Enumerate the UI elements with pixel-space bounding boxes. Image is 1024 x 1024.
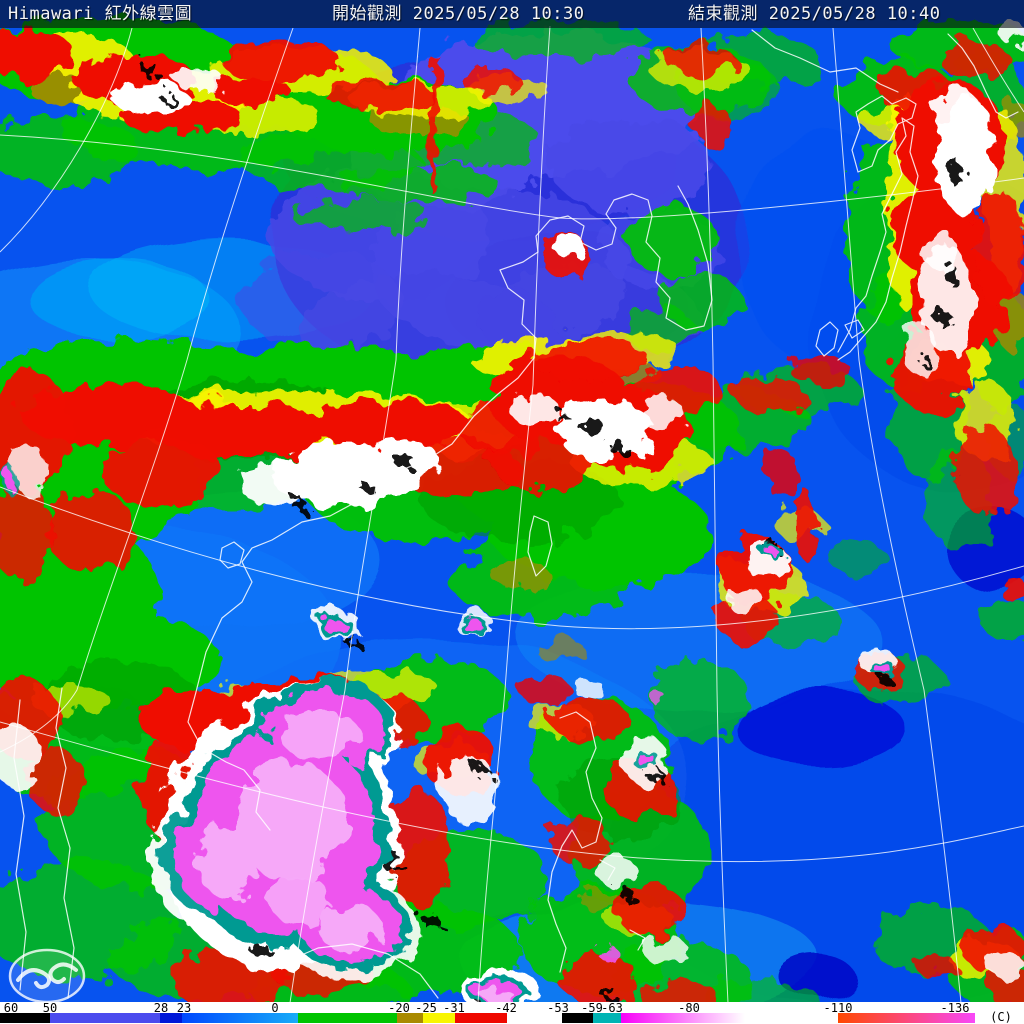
colorbar-tick: 28	[153, 1001, 169, 1015]
meridian-line	[700, 27, 729, 1004]
cloud-magenta-layer	[5, 470, 890, 1004]
colorbar-tick: -25	[415, 1001, 437, 1015]
colorbar-gradient	[0, 1013, 1024, 1023]
meridian-line	[0, 27, 133, 253]
observation-end-time: 結束觀測 2025/05/28 10:40	[688, 4, 941, 24]
colorbar-tick: -31	[443, 1001, 465, 1015]
colorbar-tick: -63	[601, 1001, 623, 1015]
colorbar-unit: (C)	[990, 1010, 1012, 1024]
parallel-line	[0, 486, 1024, 630]
colorbar-tick: -110	[823, 1001, 853, 1015]
observation-start-time: 開始觀測 2025/05/28 10:30	[332, 4, 585, 24]
header-bar: Himawari 紅外線雲圖 開始觀測 2025/05/28 10:30 結束觀…	[0, 0, 1024, 28]
image-title: Himawari 紅外線雲圖	[8, 4, 193, 24]
meridian-line	[832, 27, 962, 1004]
meridian-line	[289, 27, 421, 1004]
colorbar-tick: -53	[547, 1001, 569, 1015]
colorbar-tick: -20	[388, 1001, 410, 1015]
weather-bureau-swirl-logo	[8, 948, 86, 1004]
colorbar-tick: -59	[581, 1001, 603, 1015]
meridian-line	[477, 25, 551, 1004]
parallel-line	[0, 134, 1024, 220]
colorbar-tick: 0	[271, 1001, 279, 1015]
meridian-line	[0, 27, 294, 753]
colorbar-tick: 60	[3, 1001, 19, 1015]
colorbar-tick: 50	[42, 1001, 58, 1015]
colorbar-tick: -42	[495, 1001, 517, 1015]
colorbar-tick: -80	[678, 1001, 700, 1015]
parallel-line	[0, 721, 1024, 863]
meridian-line	[972, 27, 1024, 113]
graticule-grid-lines	[0, 25, 1024, 1004]
colorbar-tick: 23	[176, 1001, 192, 1015]
colorbar-tick: -136	[940, 1001, 970, 1015]
temperature-colorbar: 60 50 28 23 0 -20 -25 -31 -42 -53 -59 -63 -80 -110 -13…	[0, 1002, 1024, 1024]
